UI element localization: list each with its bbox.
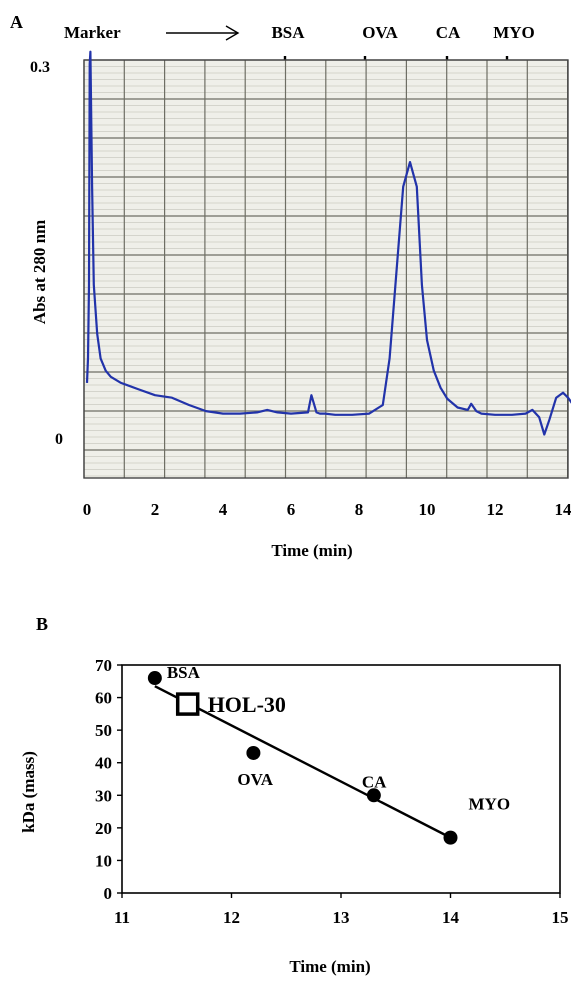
a-x-tick-labels: 0 2 4 6 8 10 12 14: [83, 500, 571, 519]
b-y-tick-label: 20: [95, 819, 112, 838]
data-point-label-ca: CA: [362, 772, 387, 791]
b-y-tick-label: 70: [95, 656, 112, 675]
b-x-tick-label: 15: [552, 908, 569, 927]
b-x-tick-label: 11: [114, 908, 130, 927]
a-x-tick-label: 8: [355, 500, 364, 519]
panel-b-label: B: [36, 614, 48, 634]
a-x-tick-label: 14: [555, 500, 571, 519]
marker-label-bsa: BSA: [271, 23, 305, 42]
marker-label-myo: MYO: [493, 23, 535, 42]
data-point-label-myo: MYO: [469, 795, 511, 814]
b-y-tick-label: 60: [95, 689, 112, 708]
data-point-bsa: [147, 671, 162, 686]
marker-label-ova: OVA: [362, 23, 398, 42]
b-x-tick-label: 13: [333, 908, 350, 927]
b-x-tick-label: 12: [223, 908, 240, 927]
a-x-tick-label: 10: [419, 500, 436, 519]
a-x-tick-label: 6: [287, 500, 296, 519]
a-x-tick-label: 4: [219, 500, 228, 519]
regression-line: [154, 685, 452, 839]
a-x-tick-label: 0: [83, 500, 92, 519]
data-point-ova: [246, 745, 261, 760]
a-ytick-top: 0.3: [30, 59, 50, 76]
calibration-plot-area: 0 10 20 30 40 50 60 70 11 12 13 14 15 BSA OVA CA MYO HOL-…: [95, 656, 569, 927]
absorbance-trace: [85, 50, 571, 436]
data-point-myo: [443, 830, 458, 845]
panel-a-label: A: [10, 12, 23, 32]
unknown-sample-label: HOL-30: [208, 692, 286, 717]
b-y-tick-label: 10: [95, 851, 112, 870]
b-x-tick-label: 14: [442, 908, 460, 927]
data-point-ca: [366, 788, 381, 803]
data-point-label-ova: OVA: [237, 770, 273, 789]
b-y-axis-label: kDa (mass): [19, 751, 38, 833]
a-x-axis-label: Time (min): [271, 541, 352, 560]
a-x-tick-label: 12: [487, 500, 504, 519]
a-ytick-zero: 0: [55, 431, 63, 448]
chromatogram-plot-area: [83, 50, 571, 479]
marker-label-ca: CA: [436, 23, 461, 42]
b-y-tick-label: 40: [95, 754, 112, 773]
unknown-sample-marker: [175, 692, 200, 716]
data-point-label-bsa: BSA: [167, 663, 201, 682]
b-y-tick-label: 0: [104, 884, 113, 903]
b-y-tick-label: 30: [95, 786, 112, 805]
a-x-tick-label: 2: [151, 500, 160, 519]
a-y-axis-label: Abs at 280 nm: [30, 220, 49, 324]
a-plot-frame: [83, 59, 569, 479]
b-x-axis-label: Time (min): [289, 957, 370, 976]
b-y-tick-label: 50: [95, 721, 112, 740]
marker-arrow-right: [166, 25, 240, 41]
marker-label: Marker: [64, 23, 121, 42]
